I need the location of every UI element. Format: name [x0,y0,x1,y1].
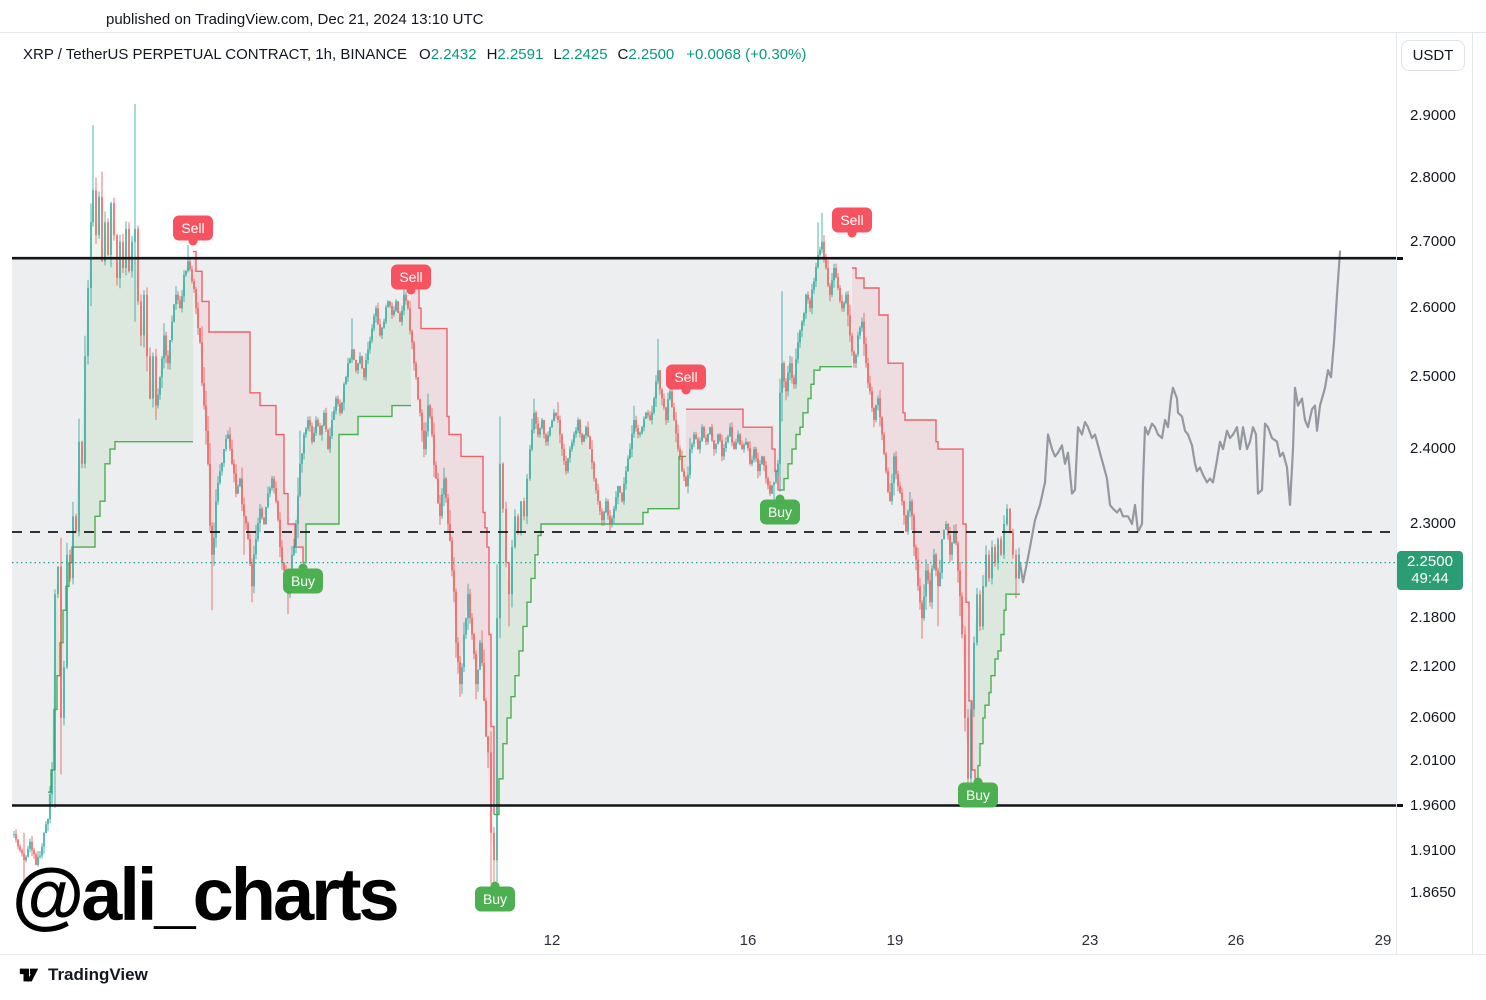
header-divider [0,32,1486,33]
sell-zone-fill [686,409,780,494]
time-axis-divider [0,954,1486,955]
trailing-stop-line-sell [193,250,304,563]
price-axis-label: 2.5000 [1410,368,1456,386]
ohlc-item: C2.2500 [617,46,675,63]
symbol-title: XRP / TetherUS PERPETUAL CONTRACT, 1h, B… [23,46,408,63]
price-axis[interactable]: 2.9000 2.8000 2.7000 2.6000 2.5000 2.4000 2.30… [1396,32,1472,954]
trailing-stop-line-buy [494,455,686,816]
price-axis-label: 1.9100 [1410,841,1456,859]
price-line-gray [1018,250,1342,584]
ohlc-item: H2.2591 [486,46,544,63]
price-axis-label: 2.0100 [1410,752,1456,770]
tradingview-brand-text: TradingView [48,965,148,984]
buy-signal-label: Buy [475,881,515,912]
svg-text:Sell: Sell [399,269,422,285]
price-axis-label: 2.9000 [1410,107,1456,124]
current-price-value: 2.2500 [1407,553,1453,571]
current-price-badge[interactable]: 2.2500 49:44 [1397,550,1463,590]
change-value: +0.0068 (+0.30%) [686,46,807,63]
up-candle-bodies [13,190,1020,865]
level-axis-tick [1396,256,1403,260]
price-axis-label: 2.7000 [1410,232,1456,250]
trailing-stop-line-buy [48,441,193,793]
down-candle-bodies [15,190,1017,865]
footer-attribution: TradingView [18,964,148,986]
price-axis-label: 1.9600 [1410,796,1456,814]
svg-text:Buy: Buy [291,573,315,589]
buy-zone-fill [494,377,686,861]
sell-signal-label: Sell [832,207,872,238]
price-axis-label: 2.6000 [1410,299,1456,317]
svg-text:Buy: Buy [483,891,507,907]
price-axis-label: 2.1800 [1410,609,1456,627]
price-axis-label: 1.8650 [1410,883,1456,901]
time-axis-label: 26 [1227,932,1245,949]
time-axis-label: 19 [886,932,904,949]
bar-countdown: 49:44 [1411,570,1449,588]
currency-toggle-button[interactable]: USDT [1401,40,1465,71]
time-axis-label: 29 [1374,932,1392,949]
price-axis-label: 2.1200 [1410,658,1456,676]
price-axis-label: 2.8000 [1410,168,1456,186]
svg-text:Buy: Buy [966,787,990,803]
price-axis-label: 2.4000 [1410,440,1456,458]
time-axis-label: 12 [543,932,561,949]
trailing-stop-line-buy [975,593,1020,780]
buy-zone-fill [780,241,852,490]
svg-text:Sell: Sell [181,220,204,236]
buy-signal-label: Buy [760,494,800,525]
buy-zone-fill [48,190,193,819]
svg-text:Sell: Sell [674,369,697,385]
sell-signal-label: Sell [391,264,431,295]
time-axis-label: 16 [739,932,757,949]
price-axis-label: 2.3000 [1410,514,1456,532]
svg-text:Sell: Sell [840,212,863,228]
watermark: @ali_charts [12,853,400,936]
price-axis-divider [1396,32,1397,954]
svg-text:Buy: Buy [768,504,792,520]
tradingview-logo-icon[interactable] [18,964,40,986]
page-right-divider [1472,32,1473,954]
price-axis-label: 2.0600 [1410,708,1456,726]
trailing-stop-line-buy [780,366,852,491]
level-axis-tick [1396,804,1403,807]
sell-signal-label: Sell [173,215,213,246]
published-caption: published on TradingView.com, Dec 21, 20… [106,11,484,28]
time-axis[interactable]: 12 16 19 23 26 29 [0,928,1486,954]
buy-zone-fill [303,298,411,563]
trailing-stop-line-buy [303,404,411,564]
buy-signal-label: Buy [283,563,323,594]
ohlc-item: O2.2432 [419,46,477,63]
time-axis-label: 23 [1081,932,1099,949]
sell-signal-label: Sell [666,364,706,395]
ohlc-item: L2.2425 [553,46,608,63]
buy-signal-label: Buy [958,777,998,808]
trailing-stop-line-sell [852,267,976,779]
ohlc-values: O2.2432 H2.2591 L2.2425 C2.2500 [419,46,674,63]
trailing-stop-line-sell [411,270,495,815]
symbol-legend: XRP / TetherUS PERPETUAL CONTRACT, 1h, B… [23,46,806,63]
